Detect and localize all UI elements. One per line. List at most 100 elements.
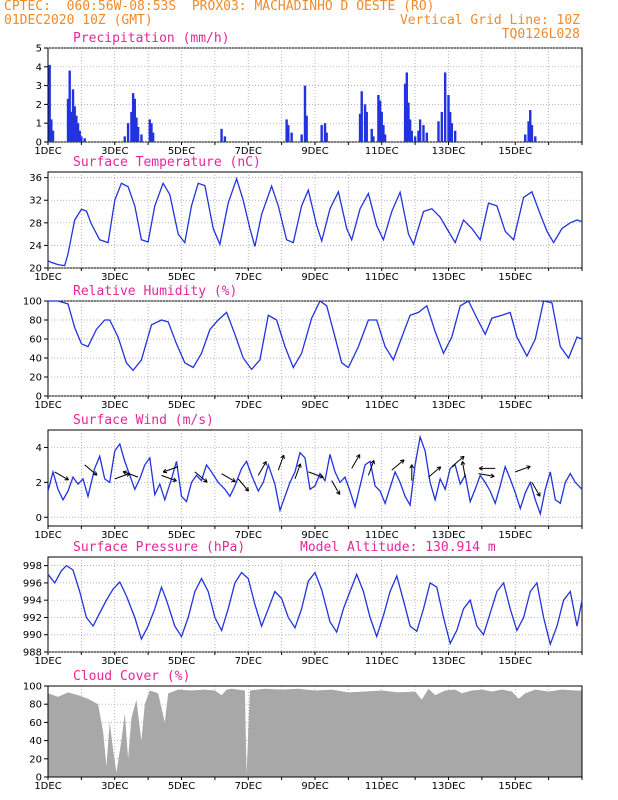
x-tick-label: 13DEC [432, 530, 466, 541]
y-tick-label: 20 [29, 264, 42, 275]
precip-bar [48, 64, 51, 142]
x-tick-label: 13DEC [432, 146, 466, 157]
y-tick-label: 40 [29, 354, 42, 365]
panel-title: Surface Pressure (hPa) [73, 540, 245, 555]
wind-arrow [331, 480, 341, 495]
series-line [47, 434, 583, 517]
precip-bar [422, 125, 425, 142]
wind-arrow [409, 464, 415, 481]
x-tick-label: 15DEC [498, 146, 532, 157]
precip-bar [66, 98, 70, 142]
precip-bar [220, 128, 223, 142]
x-tick-label: 9DEC [301, 400, 328, 411]
x-tick-label: 9DEC [301, 272, 328, 283]
x-tick-label: 13DEC [432, 400, 466, 411]
header-line1: CPTEC: 060:56W-08:53S PROX03: MACHADINHO… [4, 0, 435, 14]
precip-bar [150, 123, 153, 142]
precip-bar [410, 130, 413, 142]
precip-bar [320, 125, 323, 142]
x-tick-label: 9DEC [301, 781, 328, 792]
x-tick-label: 7DEC [235, 146, 262, 157]
precip-bar [380, 111, 383, 142]
panel-title: Surface Temperature (nC) [73, 155, 261, 170]
y-tick-label: 28 [29, 218, 42, 229]
precip-bar [323, 123, 327, 142]
x-tick-label: 3DEC [101, 146, 128, 157]
x-tick-label: 7DEC [235, 656, 262, 667]
y-tick-label: 32 [29, 196, 42, 207]
precip-bar [450, 123, 454, 142]
precip-bar [51, 130, 55, 142]
precip-bar [377, 95, 380, 142]
precip-bar [382, 125, 385, 142]
y-tick-label: 4 [36, 443, 42, 454]
cloud-area [48, 688, 582, 777]
precip-bar [437, 121, 440, 142]
precip-bar [287, 125, 290, 142]
x-tick-label: 5DEC [168, 656, 195, 667]
header-line2-right: Vertical Grid Line: 10Z [399, 13, 580, 28]
precip-bar [290, 132, 293, 142]
precip-bar [70, 111, 73, 142]
x-tick-label: 7DEC [235, 400, 262, 411]
series-line [47, 176, 583, 267]
y-tick-label: 0 [36, 773, 42, 784]
precip-bar [524, 134, 527, 142]
precip-bar [131, 93, 135, 142]
precip-bar [136, 126, 140, 142]
precip-bar [443, 72, 447, 142]
y-tick-label: 990 [23, 630, 42, 641]
y-tick-label: 0 [36, 513, 42, 524]
y-tick-label: 3 [36, 81, 42, 92]
y-tick-label: 20 [29, 373, 42, 384]
precip-bar [453, 130, 457, 142]
panel-title: Relative Humidity (%) [73, 284, 237, 299]
panel-frame [47, 556, 583, 653]
y-tick-label: 20 [29, 754, 42, 765]
precip-bar [408, 119, 412, 142]
wind-arrow [294, 463, 302, 480]
y-tick-label: 24 [29, 241, 42, 252]
precip-bar [83, 138, 86, 142]
wind-arrow [428, 466, 442, 478]
x-tick-label: 1DEC [34, 530, 61, 541]
y-tick-label: 998 [23, 561, 42, 572]
precip-bar [148, 119, 151, 142]
x-tick-label: 13DEC [432, 656, 466, 667]
wind-arrow [54, 471, 69, 481]
x-tick-label: 5DEC [168, 146, 195, 157]
header-line3-right: TQ0126L028 [501, 27, 580, 42]
y-tick-label: 0 [36, 392, 42, 403]
y-tick-label: 36 [29, 173, 42, 184]
x-tick-label: 1DEC [34, 400, 61, 411]
y-tick-label: 60 [29, 718, 42, 729]
wind-arrow [478, 473, 495, 479]
precip-bar [418, 119, 422, 142]
precip-bar [403, 83, 407, 142]
y-tick-label: 80 [29, 316, 42, 327]
x-tick-label: 7DEC [235, 272, 262, 283]
x-tick-label: 11DEC [365, 400, 399, 411]
wind-arrow [351, 454, 361, 469]
wind-arrow [277, 454, 285, 471]
y-tick-label: 100 [23, 297, 42, 308]
x-tick-label: 5DEC [168, 272, 195, 283]
x-tick-label: 15DEC [498, 530, 532, 541]
x-tick-label: 3DEC [101, 781, 128, 792]
x-tick-label: 7DEC [235, 530, 262, 541]
x-tick-label: 15DEC [498, 400, 532, 411]
precip-bar [529, 110, 532, 142]
precip-bar [417, 130, 420, 142]
x-tick-label: 9DEC [301, 656, 328, 667]
wind-arrow [478, 466, 496, 471]
x-tick-label: 11DEC [365, 656, 399, 667]
wind-arrow [308, 471, 324, 479]
panel-title: Surface Wind (m/s) [73, 413, 214, 428]
precip-bar [448, 111, 452, 142]
x-tick-label: 15DEC [498, 656, 532, 667]
precip-bar [370, 128, 373, 142]
x-tick-label: 15DEC [498, 781, 532, 792]
x-tick-label: 11DEC [365, 781, 399, 792]
precip-bar [530, 125, 534, 142]
x-tick-label: 9DEC [301, 146, 328, 157]
